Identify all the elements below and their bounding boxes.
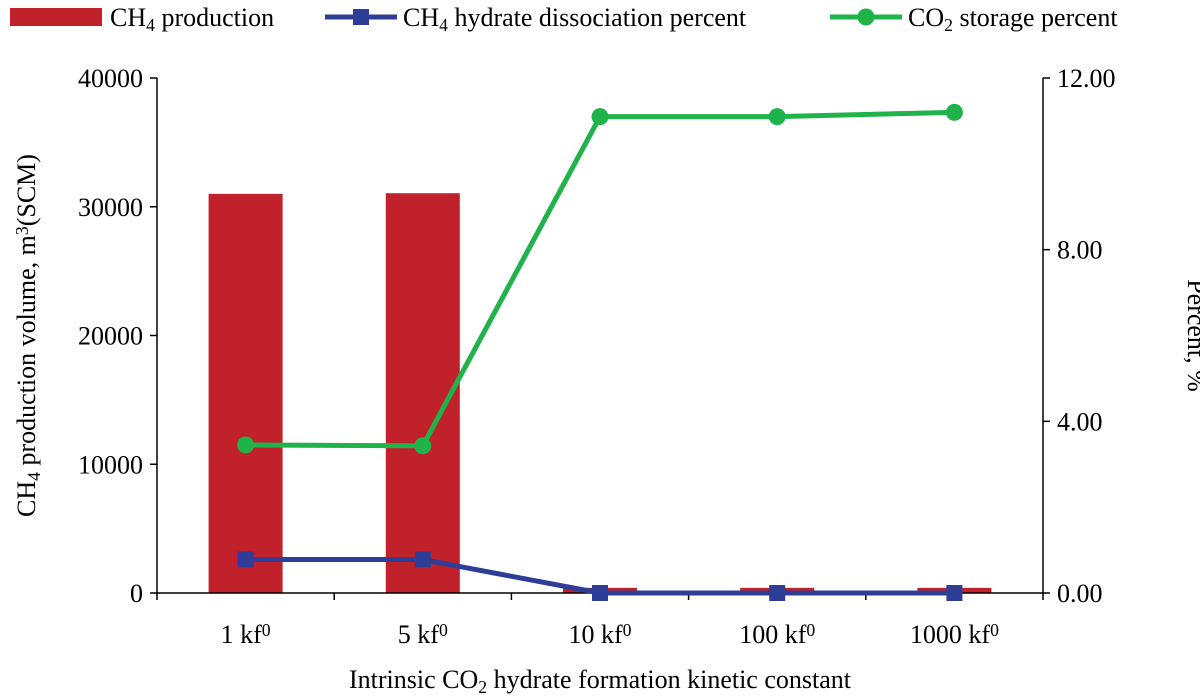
left-tick-label: 0 (130, 579, 143, 608)
square-marker (592, 585, 608, 601)
left-tick-label: 10000 (78, 450, 143, 479)
legend-label: CO2 storage percent (908, 3, 1118, 35)
y-axis-label-right: Percent, % (1182, 279, 1200, 392)
circle-marker (591, 108, 609, 126)
x-tick-label: 5 kf0 (398, 620, 448, 649)
circle-marker (945, 103, 963, 121)
square-marker (414, 551, 431, 568)
x-tick-label: 10 kf0 (568, 620, 631, 649)
circle-marker (414, 437, 432, 455)
axes: 0 10000 20000 30000 40000 0.00 4.00 8.00 12.00 1 … (78, 64, 1116, 649)
y-axis-label-left: CH4 production volume, m3(SCM) (12, 154, 44, 517)
legend-swatch-bar (10, 8, 102, 26)
legend-item: CH4 hydrate dissociation percent (325, 3, 747, 35)
x-tick-label: 1 kf0 (221, 620, 271, 649)
legend-square-marker (353, 9, 369, 25)
square-marker (769, 585, 786, 601)
line-series (237, 103, 963, 601)
square-marker (946, 585, 963, 601)
right-tick-label: 0.00 (1057, 579, 1103, 608)
right-tick-label: 4.00 (1057, 407, 1103, 436)
bar-2 (385, 193, 460, 593)
right-tick-label: 12.00 (1057, 64, 1116, 93)
right-tick-label: 8.00 (1057, 236, 1103, 265)
legend-label: CH4 hydrate dissociation percent (403, 3, 747, 35)
axis-labels: Intrinsic CO2 hydrate formation kinetic … (12, 154, 1200, 696)
square-marker (237, 551, 254, 568)
bar-1 (208, 193, 283, 593)
circle-marker (768, 108, 786, 126)
x-tick-label: 1000 kf0 (910, 620, 999, 649)
series-line (245, 109, 955, 449)
legend-label: CH4 production (110, 3, 274, 35)
left-tick-label: 30000 (78, 193, 143, 222)
legend-item: CO2 storage percent (830, 3, 1118, 35)
left-tick-label: 40000 (78, 64, 143, 93)
left-tick-label: 20000 (78, 322, 143, 351)
bar-series (208, 193, 992, 593)
legend-item: CH4 production (10, 3, 274, 35)
circle-marker (237, 436, 255, 454)
x-axis-label: Intrinsic CO2 hydrate formation kinetic … (349, 665, 852, 697)
x-tick-label: 100 kf0 (739, 620, 815, 649)
legend: CH4 production CH4 hydrate dissociation p… (10, 3, 1118, 35)
legend-circle-marker (857, 8, 875, 26)
